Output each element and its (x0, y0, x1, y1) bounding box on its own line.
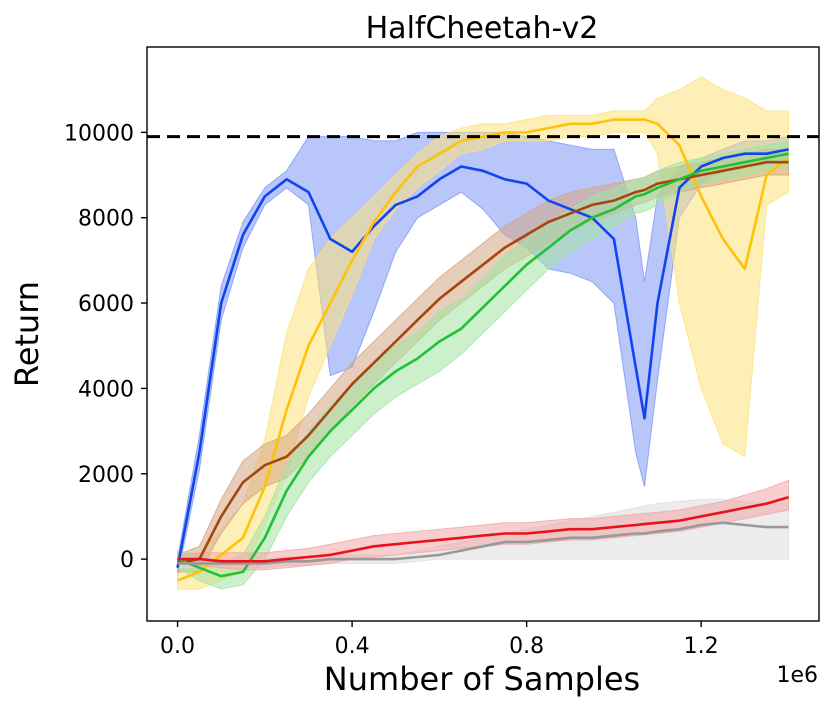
series-line-red (177, 495, 789, 563)
y-axis-label: Return (8, 281, 46, 387)
band-green (177, 140, 789, 590)
y-axis-ticks: 0 2000 4000 6000 8000 10000 (64, 121, 147, 573)
series-lines (176, 118, 790, 582)
x-tick-label: 1.2 (684, 634, 719, 659)
series-line-yellow (177, 118, 790, 582)
x-tick-label: 0.0 (160, 634, 195, 659)
chart-title: HalfCheetah-v2 (366, 11, 599, 46)
y-tick-label: 2000 (78, 463, 134, 488)
y-tick-label: 4000 (78, 377, 134, 402)
y-tick-label: 10000 (64, 121, 134, 146)
series-line-green (177, 152, 789, 578)
y-tick-label: 0 (120, 548, 134, 573)
x-tick-label: 0.4 (335, 634, 370, 659)
series-line-blue (176, 148, 789, 568)
confidence-bands (177, 76, 789, 590)
plot-frame (146, 46, 820, 622)
x-axis-ticks: 0.0 0.4 0.8 1.2 (160, 621, 719, 659)
x-tick-label: 0.8 (509, 634, 544, 659)
x-axis-label: Number of Samples (324, 660, 640, 698)
series-line-gray (177, 521, 789, 565)
y-tick-label: 6000 (78, 292, 134, 317)
x-axis-offset-text: 1e6 (776, 663, 818, 688)
y-tick-label: 8000 (78, 207, 134, 232)
band-red (177, 479, 789, 571)
band-yellow (177, 76, 789, 590)
